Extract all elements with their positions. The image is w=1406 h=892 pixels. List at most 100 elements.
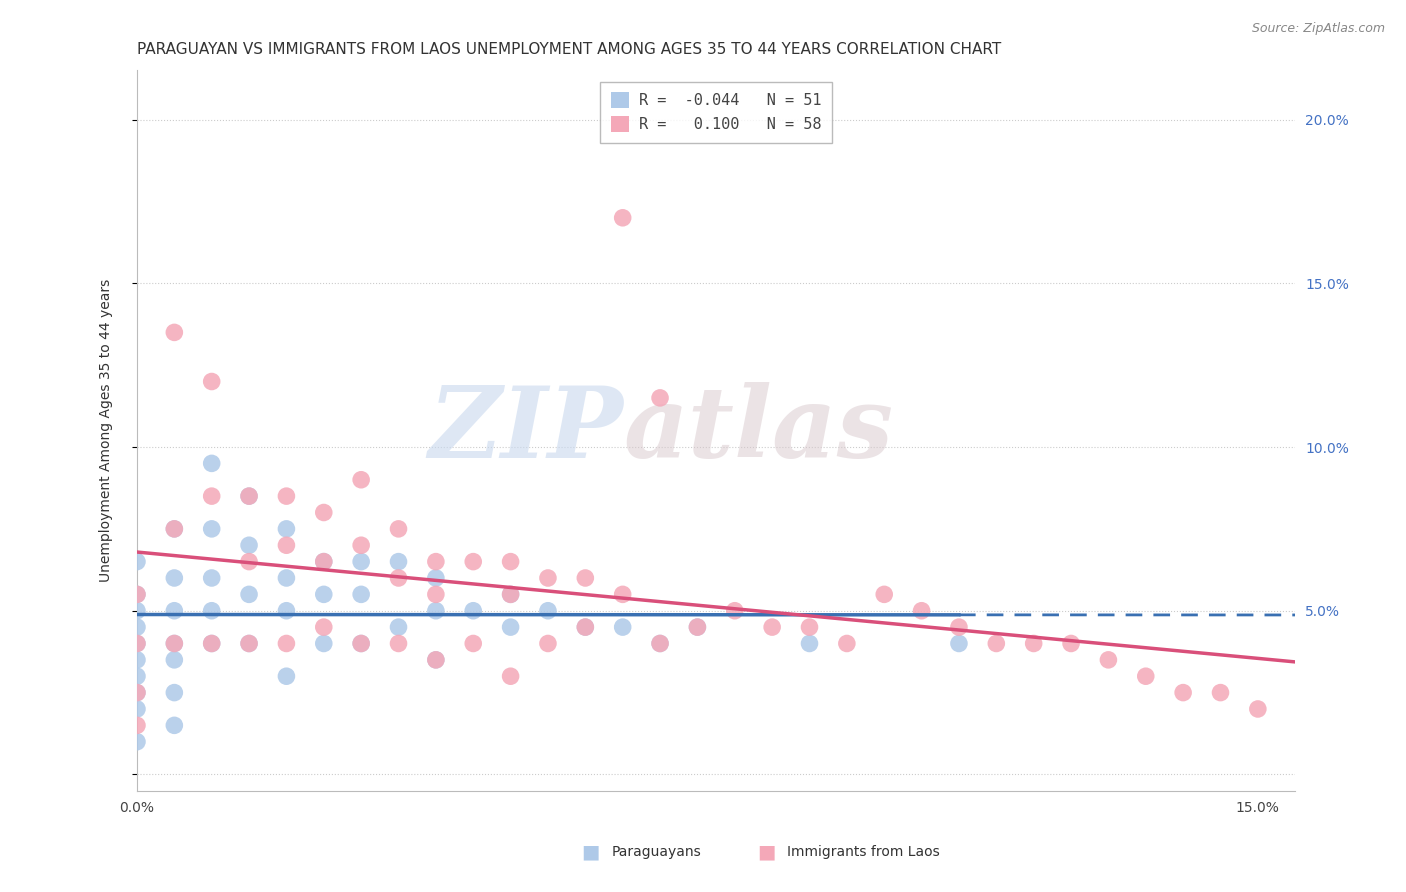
Point bbox=[499, 620, 522, 634]
Point bbox=[201, 522, 224, 536]
Point bbox=[276, 538, 298, 552]
Point bbox=[238, 636, 260, 650]
Point bbox=[387, 522, 409, 536]
Point bbox=[1247, 702, 1270, 716]
Point bbox=[163, 522, 186, 536]
Point bbox=[125, 587, 148, 601]
Point bbox=[312, 636, 335, 650]
Point bbox=[125, 702, 148, 716]
Point bbox=[686, 620, 709, 634]
Text: Source: ZipAtlas.com: Source: ZipAtlas.com bbox=[1251, 22, 1385, 36]
Point bbox=[163, 604, 186, 618]
Point bbox=[238, 555, 260, 569]
Text: Paraguayans: Paraguayans bbox=[612, 845, 702, 859]
Point bbox=[125, 718, 148, 732]
Point bbox=[499, 555, 522, 569]
Point bbox=[425, 571, 447, 585]
Point bbox=[574, 620, 596, 634]
Point bbox=[125, 685, 148, 699]
Point bbox=[648, 636, 671, 650]
Point bbox=[350, 555, 373, 569]
Point bbox=[238, 636, 260, 650]
Legend: R =  -0.044   N = 51, R =   0.100   N = 58: R = -0.044 N = 51, R = 0.100 N = 58 bbox=[600, 82, 832, 143]
Point bbox=[1209, 685, 1232, 699]
Point bbox=[238, 489, 260, 503]
Point bbox=[350, 587, 373, 601]
Point bbox=[125, 636, 148, 650]
Point bbox=[163, 522, 186, 536]
Point bbox=[276, 522, 298, 536]
Point bbox=[835, 636, 858, 650]
Point bbox=[163, 653, 186, 667]
Point bbox=[463, 636, 485, 650]
Text: ■: ■ bbox=[756, 842, 776, 862]
Point bbox=[612, 587, 634, 601]
Point bbox=[201, 571, 224, 585]
Point bbox=[574, 571, 596, 585]
Point bbox=[1022, 636, 1045, 650]
Point bbox=[873, 587, 896, 601]
Point bbox=[1135, 669, 1157, 683]
Point bbox=[238, 587, 260, 601]
Text: ■: ■ bbox=[581, 842, 600, 862]
Point bbox=[463, 604, 485, 618]
Point bbox=[761, 620, 783, 634]
Point bbox=[1060, 636, 1083, 650]
Point bbox=[1171, 685, 1194, 699]
Point bbox=[312, 587, 335, 601]
Point bbox=[648, 391, 671, 405]
Point bbox=[276, 604, 298, 618]
Point bbox=[163, 326, 186, 340]
Point bbox=[499, 587, 522, 601]
Point bbox=[799, 636, 821, 650]
Point bbox=[612, 211, 634, 225]
Point bbox=[986, 636, 1008, 650]
Point bbox=[163, 636, 186, 650]
Point bbox=[910, 604, 932, 618]
Text: Immigrants from Laos: Immigrants from Laos bbox=[787, 845, 941, 859]
Point bbox=[387, 636, 409, 650]
Point bbox=[201, 604, 224, 618]
Point bbox=[425, 604, 447, 618]
Point bbox=[387, 571, 409, 585]
Point bbox=[276, 571, 298, 585]
Point bbox=[724, 604, 747, 618]
Point bbox=[276, 636, 298, 650]
Point bbox=[574, 620, 596, 634]
Point bbox=[163, 571, 186, 585]
Point bbox=[312, 620, 335, 634]
Text: ZIP: ZIP bbox=[429, 383, 623, 479]
Point bbox=[350, 473, 373, 487]
Point bbox=[499, 669, 522, 683]
Point bbox=[499, 587, 522, 601]
Point bbox=[201, 636, 224, 650]
Point bbox=[163, 685, 186, 699]
Point bbox=[125, 620, 148, 634]
Point bbox=[1097, 653, 1119, 667]
Point bbox=[125, 653, 148, 667]
Point bbox=[537, 571, 560, 585]
Point bbox=[125, 735, 148, 749]
Point bbox=[201, 489, 224, 503]
Point bbox=[201, 375, 224, 389]
Point bbox=[948, 620, 970, 634]
Point bbox=[537, 604, 560, 618]
Point bbox=[387, 555, 409, 569]
Point bbox=[163, 718, 186, 732]
Point bbox=[125, 555, 148, 569]
Text: PARAGUAYAN VS IMMIGRANTS FROM LAOS UNEMPLOYMENT AMONG AGES 35 TO 44 YEARS CORREL: PARAGUAYAN VS IMMIGRANTS FROM LAOS UNEMP… bbox=[136, 42, 1001, 57]
Point bbox=[463, 555, 485, 569]
Point bbox=[799, 620, 821, 634]
Point bbox=[425, 653, 447, 667]
Text: atlas: atlas bbox=[623, 383, 893, 479]
Point bbox=[312, 555, 335, 569]
Point bbox=[125, 685, 148, 699]
Point bbox=[425, 587, 447, 601]
Point bbox=[125, 604, 148, 618]
Point bbox=[350, 636, 373, 650]
Point bbox=[948, 636, 970, 650]
Point bbox=[201, 636, 224, 650]
Point bbox=[387, 620, 409, 634]
Point bbox=[125, 636, 148, 650]
Point bbox=[612, 620, 634, 634]
